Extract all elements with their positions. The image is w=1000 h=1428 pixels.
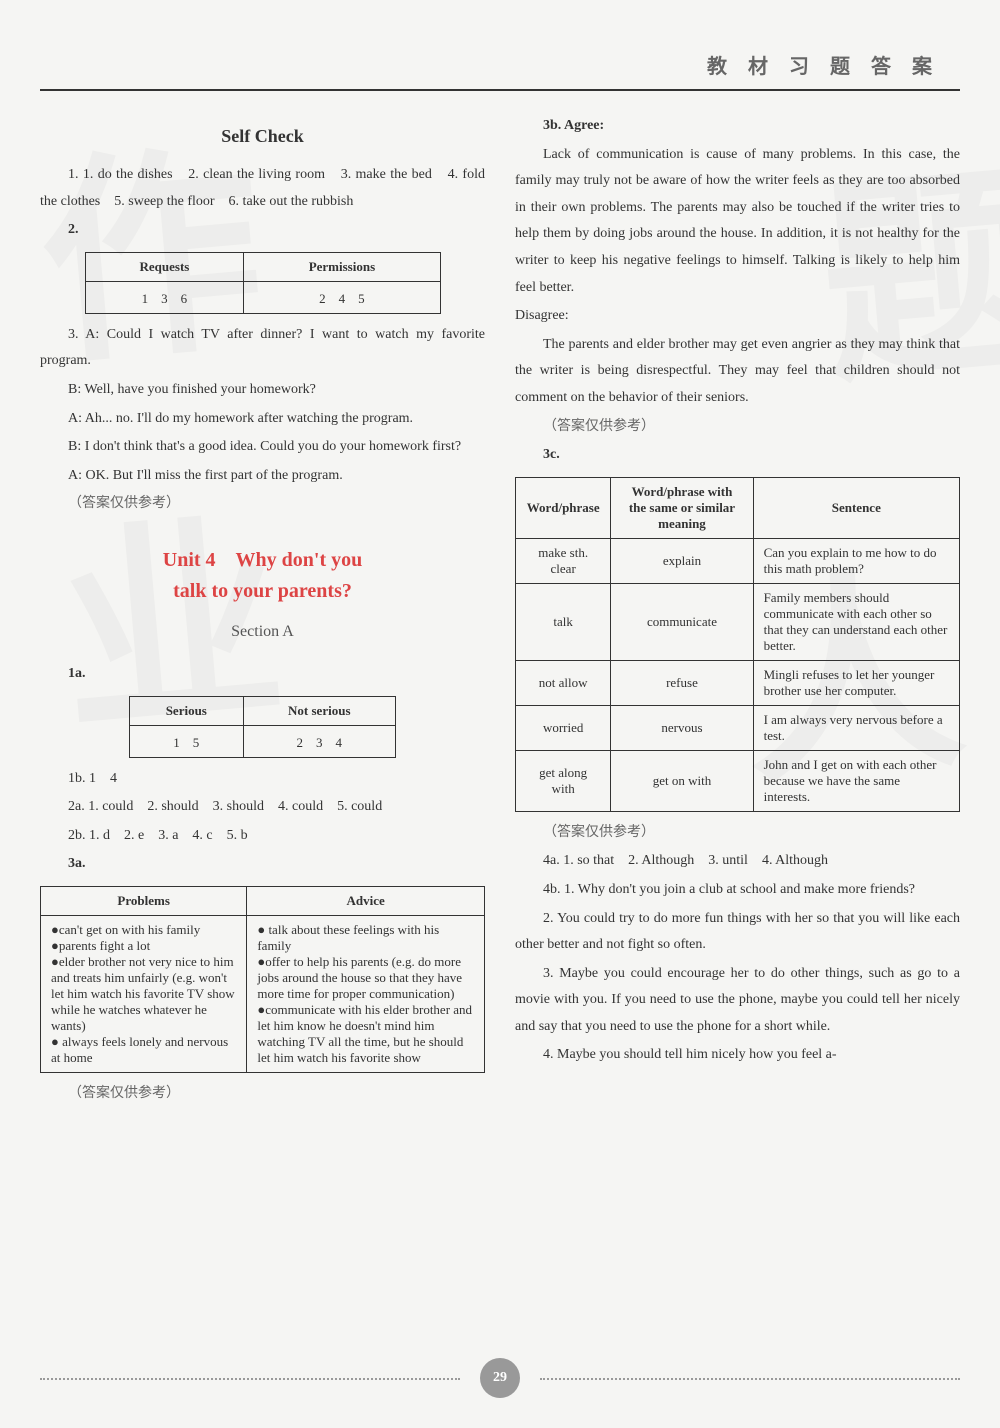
table-header: Requests	[85, 252, 244, 281]
section-a-title: Section A	[40, 623, 485, 641]
note: （答案仅供参考）	[40, 491, 485, 518]
q3-line: A: Ah... no. I'll do my homework after w…	[40, 406, 485, 433]
table-cell: John and I get on with each other becaus…	[753, 750, 959, 811]
self-check-title: Self Check	[40, 126, 485, 147]
main-content: Self Check 1. 1. do the dishes 2. clean …	[0, 111, 1000, 1110]
table-cell: make sth. clear	[516, 538, 611, 583]
q2b: 2b. 1. d 2. e 3. a 4. c 5. b	[40, 823, 485, 850]
footer-dots	[40, 1378, 460, 1380]
q3b-agree-label: 3b. Agree:	[515, 113, 960, 140]
table-header: Not serious	[243, 696, 395, 725]
table-cell: 1 3 6	[85, 281, 244, 313]
table-cell: get on with	[611, 750, 753, 811]
q3-line: B: I don't think that's a good idea. Cou…	[40, 434, 485, 461]
table-cell-problems: ●can't get on with his family ●parents f…	[41, 915, 247, 1072]
table-cell: Can you explain to me how to do this mat…	[753, 538, 959, 583]
serious-table: Serious Not serious 1 5 2 3 4	[129, 696, 396, 758]
q4a: 4a. 1. so that 2. Although 3. until 4. A…	[515, 848, 960, 875]
table-cell: Mingli refuses to let her younger brothe…	[753, 660, 959, 705]
page-number: 29	[480, 1358, 520, 1398]
note: （答案仅供参考）	[40, 1081, 485, 1108]
q4b-1: 4b. 1. Why don't you join a club at scho…	[515, 877, 960, 904]
table-header: Serious	[130, 696, 244, 725]
header-rule	[40, 89, 960, 91]
q4b-2: 2. You could try to do more fun things w…	[515, 906, 960, 959]
note: （答案仅供参考）	[515, 820, 960, 847]
q1-text: 1. 1. do the dishes 2. clean the living …	[40, 162, 485, 215]
disagree-text: The parents and elder brother may get ev…	[515, 332, 960, 412]
left-column: Self Check 1. 1. do the dishes 2. clean …	[40, 111, 485, 1110]
agree-text: Lack of communication is cause of many p…	[515, 142, 960, 302]
vocab-table: Word/phrase Word/phrase with the same or…	[515, 477, 960, 812]
q3-line: A: OK. But I'll miss the first part of t…	[40, 463, 485, 490]
table-cell: refuse	[611, 660, 753, 705]
table-cell: 2 3 4	[243, 725, 395, 757]
table-cell: 1 5	[130, 725, 244, 757]
table-header: Word/phrase	[516, 477, 611, 538]
unit-title: talk to your parents?	[40, 580, 485, 603]
footer-dots	[540, 1378, 960, 1380]
q2-label: 2.	[40, 217, 485, 244]
table-header: Advice	[247, 886, 485, 915]
table-cell: 2 4 5	[244, 281, 440, 313]
q1a-label: 1a.	[40, 661, 485, 688]
table-cell: get along with	[516, 750, 611, 811]
disagree-label: Disagree:	[515, 303, 960, 330]
right-column: 3b. Agree: Lack of communication is caus…	[515, 111, 960, 1110]
table-cell: explain	[611, 538, 753, 583]
table-header: Permissions	[244, 252, 440, 281]
table-cell: worried	[516, 705, 611, 750]
table-cell-advice: ● talk about these feelings with his fam…	[247, 915, 485, 1072]
q4b-3: 3. Maybe you could encourage her to do o…	[515, 961, 960, 1041]
requests-permissions-table: Requests Permissions 1 3 6 2 4 5	[85, 252, 441, 314]
unit-title: Unit 4 Why don't you	[40, 543, 485, 572]
table-header: Sentence	[753, 477, 959, 538]
q3-line: 3. A: Could I watch TV after dinner? I w…	[40, 322, 485, 375]
table-cell: talk	[516, 583, 611, 660]
q3c-label: 3c.	[515, 442, 960, 469]
q3-line: B: Well, have you finished your homework…	[40, 377, 485, 404]
table-cell: I am always very nervous before a test.	[753, 705, 959, 750]
q1b: 1b. 1 4	[40, 766, 485, 793]
table-header: Problems	[41, 886, 247, 915]
note: （答案仅供参考）	[515, 414, 960, 441]
table-cell: not allow	[516, 660, 611, 705]
page-header: 教 材 习 题 答 案	[0, 0, 1000, 89]
table-header: Word/phrase with the same or similar mea…	[611, 477, 753, 538]
q3a-label: 3a.	[40, 851, 485, 878]
q4b-4: 4. Maybe you should tell him nicely how …	[515, 1042, 960, 1069]
table-cell: nervous	[611, 705, 753, 750]
problems-advice-table: Problems Advice ●can't get on with his f…	[40, 886, 485, 1073]
q2a: 2a. 1. could 2. should 3. should 4. coul…	[40, 794, 485, 821]
table-cell: communicate	[611, 583, 753, 660]
table-cell: Family members should communicate with e…	[753, 583, 959, 660]
